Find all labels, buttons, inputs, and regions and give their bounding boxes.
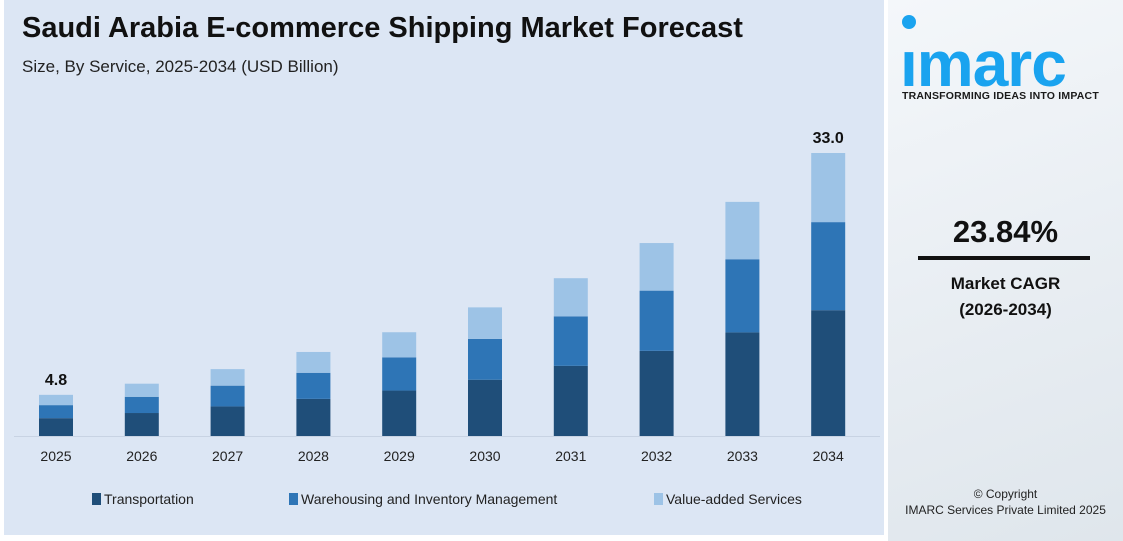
side-panel: ımarc TRANSFORMING IDEAS INTO IMPACT 23.…	[888, 0, 1123, 541]
legend-label: Transportation	[104, 491, 194, 507]
x-tick-label: 2026	[126, 448, 157, 464]
bar-segment-2027-1	[210, 385, 245, 407]
x-tick-label: 2030	[469, 448, 500, 464]
bar-segment-2032-1	[639, 290, 674, 351]
bar-segment-2026-1	[124, 396, 159, 414]
logo-text: ımarc	[900, 28, 1066, 90]
bar-segment-2031-2	[553, 278, 588, 317]
bar-segment-2034-0	[811, 310, 846, 436]
chart-panel: Saudi Arabia E-commerce Shipping Market …	[4, 0, 884, 535]
stacked-bar-chart: 2025 4.8 2026 2027 2028 2029 2030 2031 2032 2033 2…	[14, 130, 880, 464]
bar-segment-2029-0	[382, 390, 417, 436]
x-tick-label: 2027	[212, 448, 243, 464]
bar-segment-2026-0	[124, 413, 159, 436]
bar-segment-2032-2	[639, 243, 674, 291]
bar-segment-2031-0	[553, 365, 588, 436]
x-tick-label: 2029	[384, 448, 415, 464]
cagr-value: 23.84%	[952, 214, 1059, 249]
bar-segment-2028-2	[296, 351, 331, 373]
copyright-line: © Copyright	[973, 487, 1038, 501]
x-tick-label: 2033	[727, 448, 758, 464]
legend: Transportation Warehousing and Inventory …	[4, 491, 884, 511]
bar-segment-2026-2	[124, 383, 159, 397]
bar-segment-2033-0	[725, 332, 760, 436]
x-tick-label: 2028	[298, 448, 329, 464]
legend-label: Value-added Services	[666, 491, 802, 507]
bar-segment-2033-2	[725, 201, 760, 260]
copyright-company: IMARC Services Private Limited 2025	[905, 503, 1106, 517]
legend-item: Value-added Services	[654, 491, 802, 507]
bar-segment-2025-1	[39, 405, 73, 419]
bar-segment-2030-1	[468, 338, 502, 380]
legend-swatch	[289, 493, 298, 505]
cagr-label: Market CAGR (2026-2034)	[888, 271, 1123, 323]
chart-title: Saudi Arabia E-commerce Shipping Market …	[22, 12, 743, 44]
cagr-period: (2026-2034)	[959, 300, 1052, 319]
legend-swatch	[654, 493, 663, 505]
bar-segment-2030-0	[468, 379, 502, 436]
legend-label: Warehousing and Inventory Management	[301, 491, 558, 507]
cagr-divider	[918, 256, 1090, 260]
x-tick-label: 2032	[641, 448, 672, 464]
copyright: © Copyright IMARC Services Private Limit…	[888, 486, 1123, 518]
bar-segment-2031-1	[553, 316, 588, 366]
imarc-logo: ımarc	[900, 15, 1067, 90]
bar-segment-2033-1	[725, 259, 760, 333]
legend-item: Transportation	[92, 491, 194, 507]
bar-segment-2029-1	[382, 357, 417, 391]
bar-segment-2025-0	[39, 418, 73, 436]
bar-segment-2027-0	[210, 406, 245, 436]
bar-segment-2028-0	[296, 398, 331, 436]
bar-segment-2032-0	[639, 350, 674, 436]
bar-segment-2034-2	[811, 153, 846, 223]
cagr-label-text: Market CAGR	[950, 274, 1061, 293]
bar-segment-2028-1	[296, 372, 331, 399]
bar-segment-2034-1	[811, 222, 846, 311]
data-label: 33.0	[813, 130, 844, 147]
x-tick-label: 2025	[40, 448, 71, 464]
legend-swatch	[92, 493, 101, 505]
data-label: 4.8	[45, 372, 67, 389]
x-tick-label: 2034	[813, 448, 844, 464]
x-tick-label: 2031	[555, 448, 586, 464]
chart-subtitle: Size, By Service, 2025-2034 (USD Billion…	[22, 57, 339, 76]
brand-tagline: TRANSFORMING IDEAS INTO IMPACT	[902, 90, 1099, 102]
bar-segment-2029-2	[382, 332, 417, 358]
bar-segment-2030-2	[468, 307, 502, 339]
legend-item: Warehousing and Inventory Management	[289, 491, 557, 507]
bar-segment-2027-2	[210, 369, 245, 386]
bar-segment-2025-2	[39, 394, 73, 406]
